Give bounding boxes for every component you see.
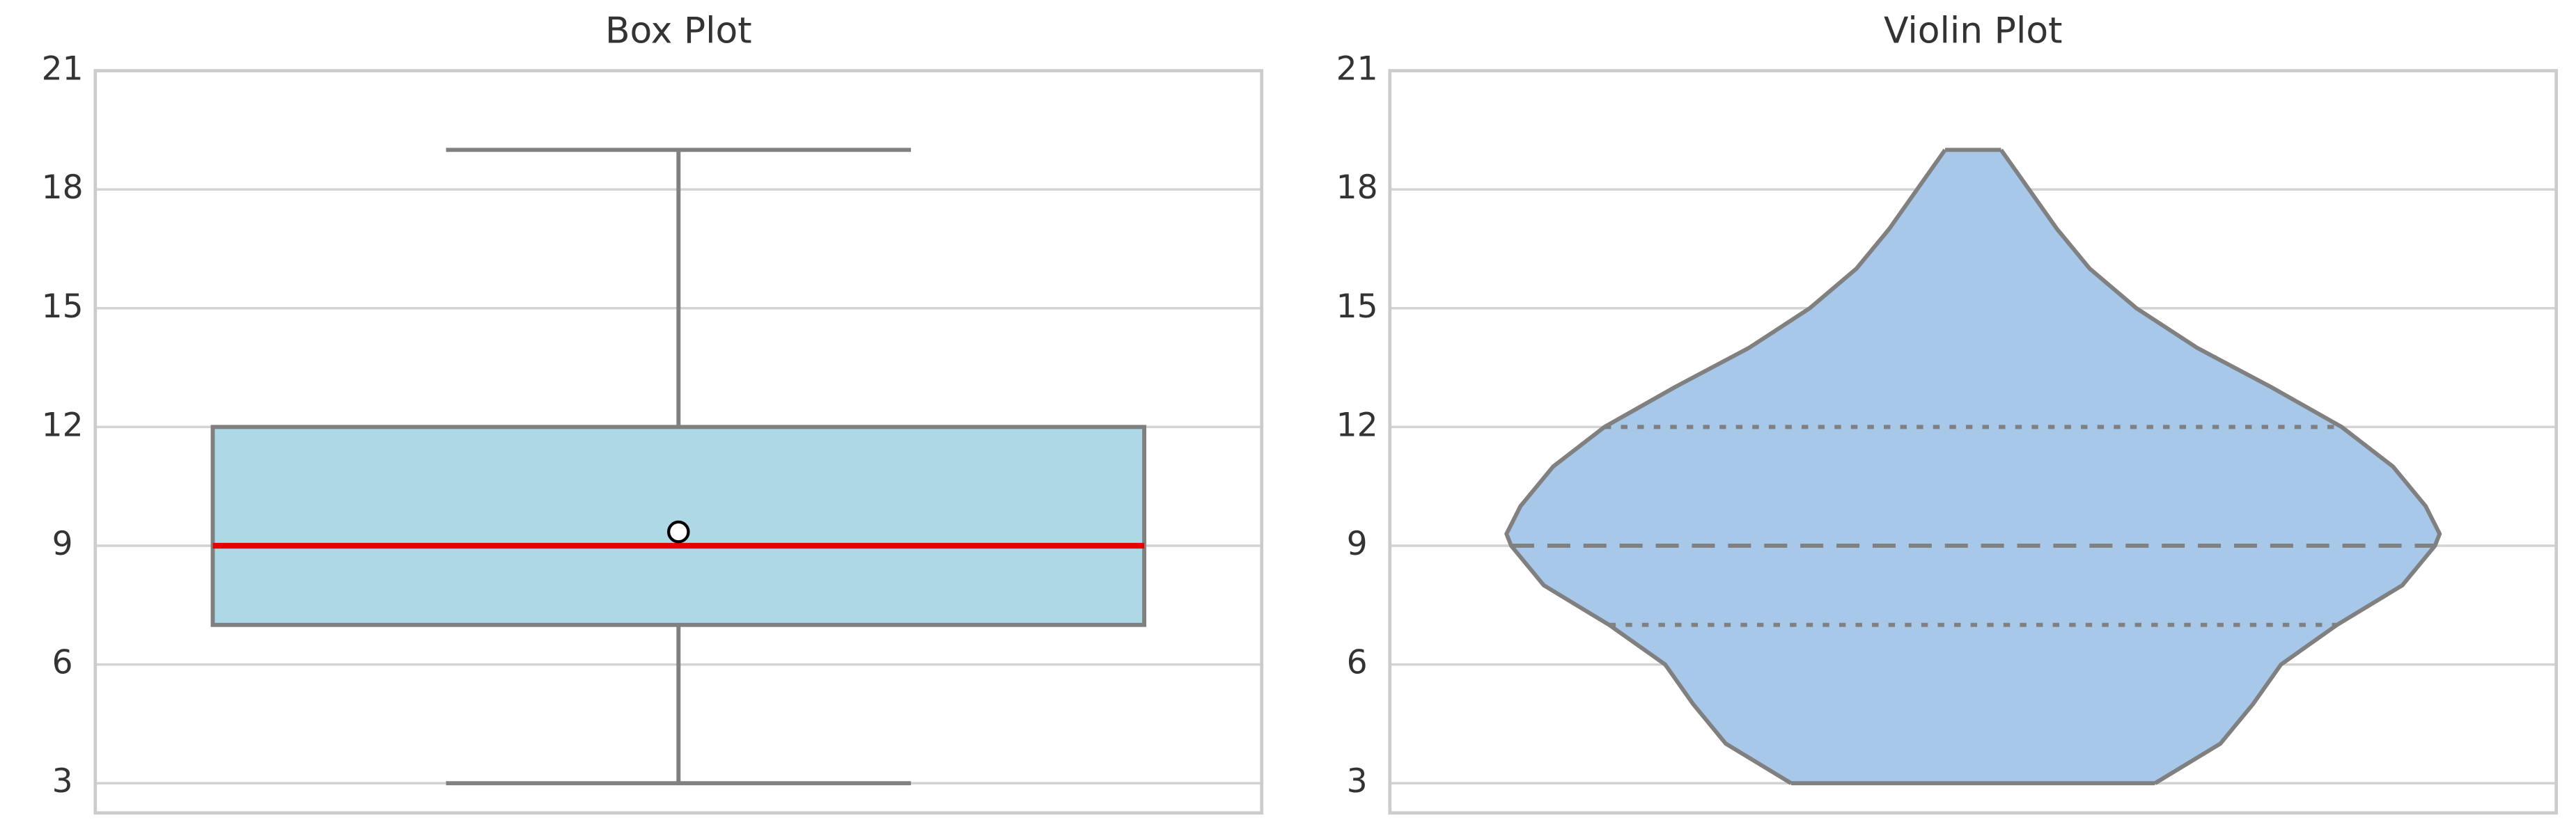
y-tick-label: 18 xyxy=(42,168,84,207)
y-tick-label: 12 xyxy=(42,406,84,444)
y-tick-label: 3 xyxy=(1347,762,1368,800)
y-tick-label: 15 xyxy=(42,287,84,326)
mean-marker xyxy=(667,520,690,544)
y-tick-label: 6 xyxy=(52,644,73,682)
violin-outline xyxy=(1504,148,1947,785)
y-tick-label: 18 xyxy=(1336,168,1378,207)
plot-frame xyxy=(93,69,1264,815)
y-tick-label: 12 xyxy=(1336,406,1378,444)
chart-title: Violin Plot xyxy=(1884,10,2062,52)
y-tick-label: 21 xyxy=(1336,50,1378,88)
y-tick-label: 9 xyxy=(52,525,73,563)
y-tick-label: 6 xyxy=(1347,644,1368,682)
violin-body xyxy=(1506,150,2440,784)
y-tick-label: 9 xyxy=(1347,525,1368,563)
chart-title: Box Plot xyxy=(605,10,752,52)
y-tick-label: 21 xyxy=(42,50,84,88)
y-tick-label: 3 xyxy=(52,762,73,800)
violin-outline xyxy=(1999,148,2442,785)
y-tick-label: 15 xyxy=(1336,287,1378,326)
plot-frame xyxy=(1388,69,2559,815)
